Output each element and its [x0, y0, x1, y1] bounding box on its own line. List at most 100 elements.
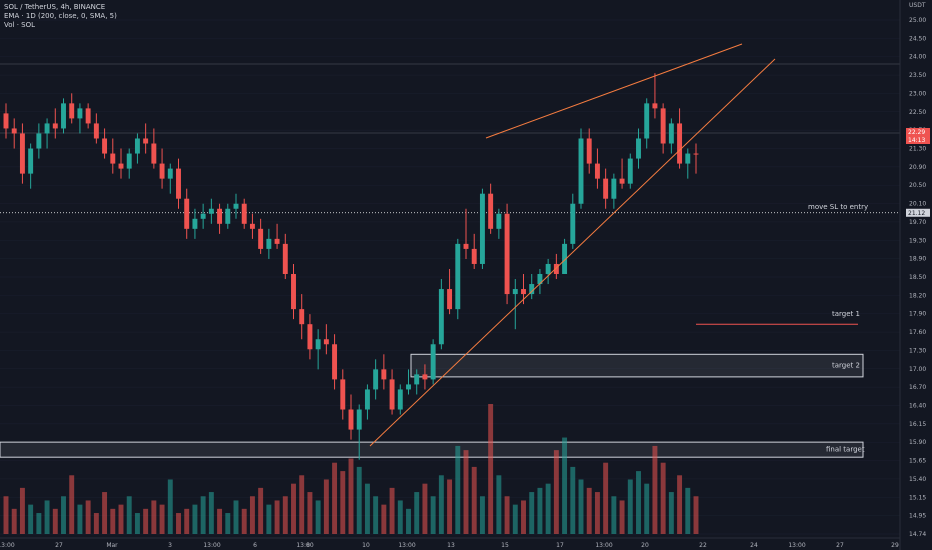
volume-bar: [77, 504, 83, 534]
volume-bar: [594, 492, 600, 534]
volume-bar: [3, 496, 9, 534]
candle-body: [570, 203, 576, 244]
lower-trendline: [369, 58, 776, 447]
volume-bar: [85, 500, 91, 534]
time-tick-label: 3: [168, 542, 172, 549]
volume-bar: [143, 508, 149, 534]
volume-bar: [586, 487, 592, 534]
volume-bar: [529, 492, 535, 534]
volume-bar: [373, 496, 379, 534]
ema-indicator-label[interactable]: EMA · 1D (200, close, 0, SMA, 5): [4, 12, 117, 20]
time-tick-label: 20: [641, 542, 649, 549]
price-tick-label: 17.90: [909, 311, 926, 318]
volume-bar: [217, 508, 223, 534]
candle-body: [636, 138, 641, 159]
candle-body: [299, 309, 305, 325]
price-tick-label: 17.30: [909, 347, 926, 354]
price-tick-label: 24.00: [909, 54, 926, 61]
final-target-zone: [0, 441, 864, 458]
volume-bar: [619, 500, 625, 534]
volume-bar: [348, 458, 354, 534]
volume-bar: [110, 508, 116, 534]
candle-body: [61, 103, 66, 129]
time-tick-label: 10: [362, 542, 370, 549]
volume-bar: [644, 483, 650, 534]
level-lines: [0, 212, 900, 325]
candle-body: [389, 379, 395, 410]
candle-body: [504, 213, 510, 295]
price-tick-label: 24.50: [909, 35, 926, 42]
volume-bar: [356, 466, 362, 534]
price-tick-label: 22.50: [909, 109, 926, 116]
target-1-label: target 1: [832, 310, 860, 318]
volume-bar: [159, 504, 165, 534]
candle-body: [159, 163, 165, 179]
price-tick-label: 15.65: [909, 458, 926, 465]
volume-bar: [307, 492, 313, 534]
candle-body: [28, 148, 34, 174]
candle-body: [373, 369, 379, 390]
candle-body: [562, 243, 568, 274]
candle-body: [143, 138, 149, 144]
time-tick-label: 13:00: [296, 542, 313, 549]
time-tick-label: 17: [556, 542, 564, 549]
candle-body: [217, 208, 223, 224]
candle-body: [77, 108, 83, 119]
price-axis[interactable]: USDT25.0024.5024.0023.5023.0022.5021.702…: [899, 0, 932, 550]
candle-body: [406, 384, 411, 390]
candle-body: [693, 153, 699, 155]
volume-bar: [93, 513, 99, 534]
volume-bar: [553, 450, 559, 534]
time-tick-label: 24: [750, 542, 758, 549]
candle-body: [282, 243, 288, 274]
time-tick-label: 29: [891, 542, 899, 549]
volume-bar: [266, 504, 272, 534]
candle-body: [307, 324, 313, 350]
volume-bar: [496, 475, 502, 534]
volume-bar: [537, 487, 543, 534]
candle-body: [85, 108, 91, 124]
volume-bar: [241, 508, 247, 534]
volume-indicator-label[interactable]: Vol · SOL: [4, 21, 36, 29]
candle-body: [578, 138, 584, 204]
time-axis[interactable]: 13:0027Mar313:00613:0081013:0013151713:0…: [0, 537, 900, 549]
price-tick-label: 17.60: [909, 329, 926, 336]
candle-body: [167, 168, 173, 179]
volume-bar: [282, 496, 288, 534]
time-tick-label: 13:00: [203, 542, 220, 549]
entry-price-tag-bg: [906, 208, 930, 217]
price-tick-label: 16.70: [909, 384, 926, 391]
volume-bar: [578, 479, 584, 534]
upper-trendline: [485, 43, 743, 139]
volume-bar: [562, 437, 568, 534]
volume-bar: [364, 483, 370, 534]
volume-bar: [397, 500, 403, 534]
time-tick-label: 8: [306, 542, 310, 549]
price-tick-label: 20.50: [909, 182, 926, 189]
volume-bar: [463, 450, 469, 534]
volume-bar: [685, 487, 691, 534]
candle-body: [677, 123, 683, 164]
price-tick-label: 19.70: [909, 219, 926, 226]
candle-body: [537, 274, 543, 285]
volume-bar: [176, 513, 181, 534]
candle-body: [627, 158, 633, 184]
target-2-zone: [410, 353, 864, 378]
candle-body: [274, 238, 280, 244]
volume-bar: [323, 479, 329, 534]
volume-bar: [471, 466, 477, 534]
candle-body: [668, 123, 674, 144]
candle-body: [258, 228, 264, 249]
volume-bar: [627, 479, 633, 534]
candle-body: [611, 178, 617, 199]
volume-bar: [652, 445, 658, 534]
annotation-labels: move SL to entry target 1 target 2 final ta…: [808, 203, 868, 454]
volume-bar: [422, 483, 428, 534]
candle-body: [430, 344, 436, 380]
candle-body: [553, 263, 559, 274]
candle-body: [323, 339, 329, 345]
volume-bar: [603, 462, 609, 534]
price-tick-label: 23.00: [909, 90, 926, 97]
target-zones: [0, 353, 864, 458]
